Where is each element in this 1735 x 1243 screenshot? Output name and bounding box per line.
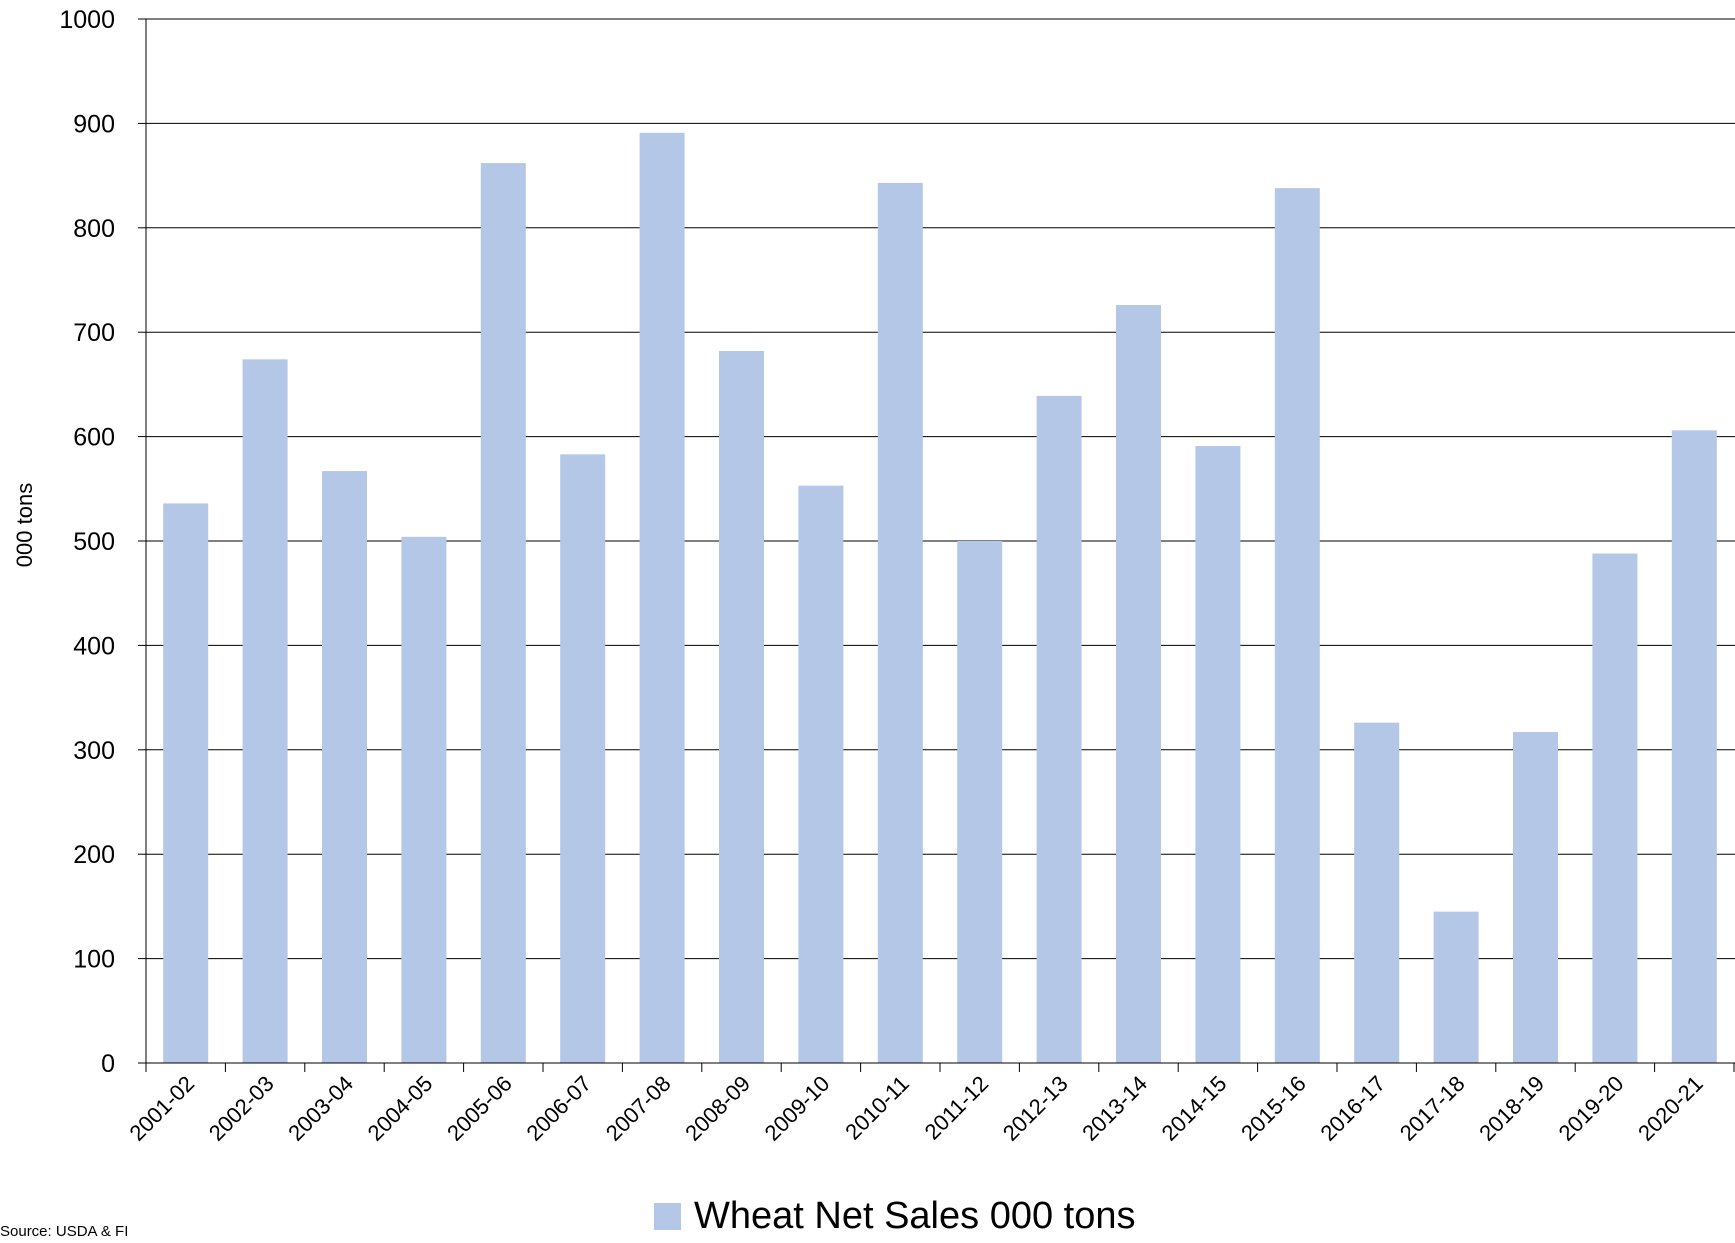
y-tick-label: 800 [73,215,115,243]
bar-2005-06 [480,163,526,1063]
x-tick-label: 2009-10 [760,1071,835,1146]
x-tick-label: 2014-15 [1157,1071,1232,1146]
bar-2001-02 [163,503,209,1063]
x-tick-label: 2018-19 [1474,1071,1549,1146]
bar-2003-04 [322,471,367,1063]
bar-2012-13 [1036,395,1082,1063]
y-tick-label: 1000 [59,6,115,34]
source-note: Source: USDA & FI [0,1223,128,1238]
bar-2008-09 [719,350,764,1063]
bars [163,132,1717,1064]
bar-2007-08 [639,132,685,1063]
x-tick-label: 2013-14 [1077,1071,1152,1146]
axes [145,19,1735,1072]
x-tick-label: 2002-03 [204,1071,279,1146]
y-tick-label: 100 [73,946,115,974]
y-tick-label: 600 [73,424,115,452]
x-tick-label: 2017-18 [1395,1071,1470,1146]
bar-2019-20 [1592,553,1638,1063]
bar-2009-10 [798,485,844,1064]
y-tick-label: 200 [73,841,115,869]
x-tick-label: 2005-06 [442,1071,517,1146]
x-tick-label: 2006-07 [521,1071,596,1146]
legend-swatch [654,1203,681,1230]
x-tick-label: 2020-21 [1633,1071,1708,1146]
bar-2015-16 [1274,188,1320,1064]
y-axis-title: 000 tons [12,483,37,567]
x-tick-label: 2008-09 [680,1071,755,1146]
x-tick-label: 2007-08 [601,1071,676,1146]
bar-2016-17 [1354,722,1400,1063]
bar-2002-03 [242,359,288,1063]
bar-2011-12 [957,541,1003,1063]
bar-2006-07 [560,454,606,1063]
bar-2010-11 [877,182,923,1063]
x-tick-labels: 2001-02 2002-03 2003-04 2004-05 2005-06 2006-… [124,1071,1707,1146]
x-tick-label: 2003-04 [283,1071,358,1146]
x-tick-label: 2001-02 [124,1071,199,1146]
y-tick-label: 900 [73,110,115,138]
bar-2013-14 [1116,305,1161,1063]
y-tick-label: 500 [73,528,115,556]
bar-2020-21 [1671,430,1717,1063]
x-tick-label: 2011-12 [920,1071,994,1145]
y-tick-label: 700 [73,319,115,347]
gridlines [138,18,1735,1064]
x-tick-label: 2010-11 [840,1071,914,1145]
bar-2018-19 [1513,732,1558,1063]
x-tick-label: 2016-17 [1315,1071,1390,1146]
x-tick-label: 2019-20 [1554,1071,1629,1146]
legend-label: Wheat Net Sales 000 tons [694,1195,1135,1237]
y-tick-label: 300 [73,737,115,765]
x-tick-label: 2004-05 [363,1071,438,1146]
bar-2004-05 [401,536,447,1063]
bar-2014-15 [1195,445,1241,1064]
y-tick-label: 0 [101,1050,115,1078]
bar-2017-18 [1433,911,1479,1063]
x-tick-label: 2012-13 [998,1071,1073,1146]
y-tick-label: 400 [73,632,115,660]
legend: Wheat Net Sales 000 tons [654,1195,1135,1237]
x-tick-label: 2015-16 [1236,1071,1311,1146]
y-tick-labels: 0 100 200 300 400 500 600 700 800 900 1000 [59,6,115,1078]
